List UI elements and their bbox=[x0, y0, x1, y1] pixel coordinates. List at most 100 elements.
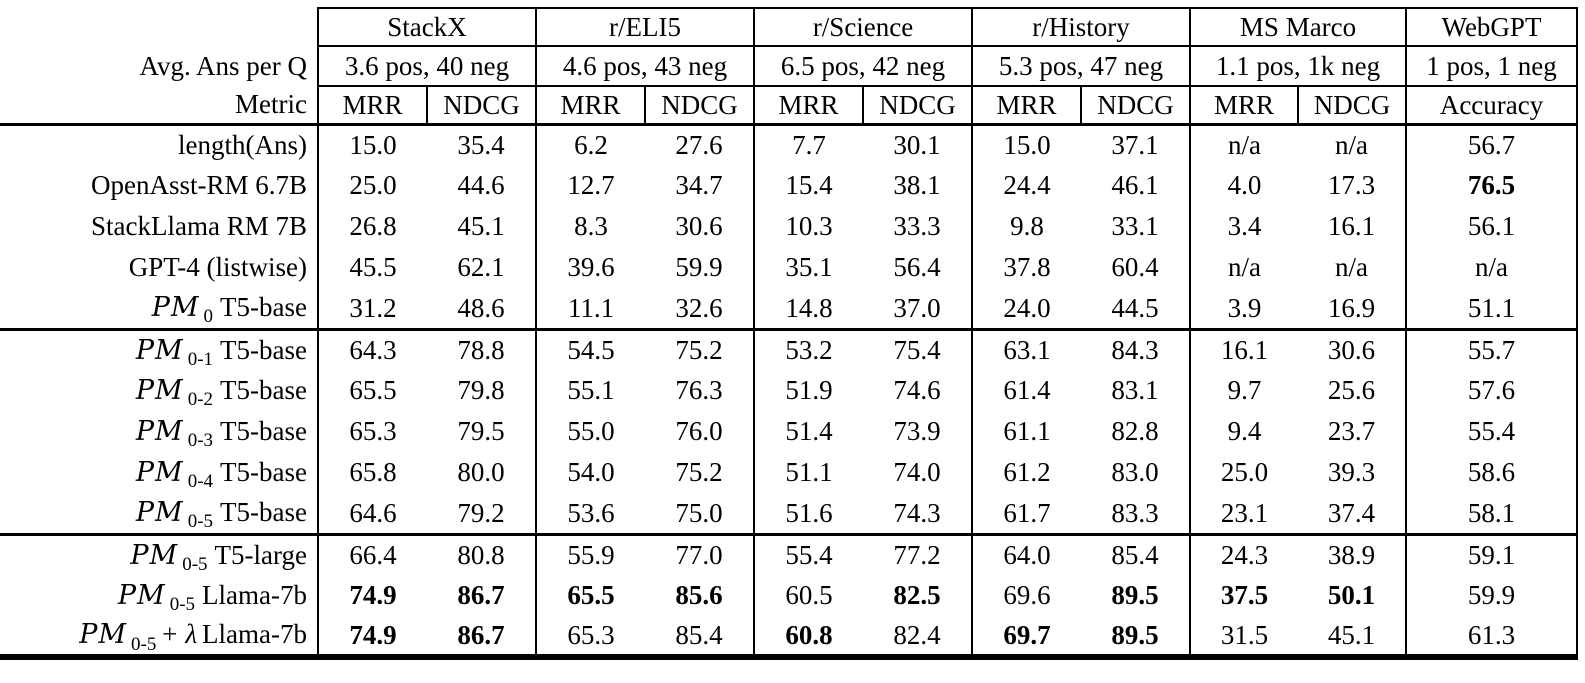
metric-cell: 59.9 bbox=[675, 252, 723, 283]
row-label: PM 0-5 + λ Llama-7b bbox=[0, 616, 318, 660]
metric-cell: 4.0 bbox=[1189, 165, 1299, 206]
metric-cell: 82.4 bbox=[863, 616, 973, 660]
avg-ans-label: Avg. Ans per Q bbox=[139, 50, 307, 81]
metric-cell: 78.8 bbox=[457, 335, 505, 366]
model-name: Llama-7b bbox=[202, 579, 307, 610]
metric-cell: 76.5 bbox=[1405, 165, 1579, 206]
metric-cell: 55.4 bbox=[1405, 411, 1579, 452]
table-row: PM 0-5 T5-base 64.6 79.2 53.6 75.0 51.6 74.3 61.7… bbox=[0, 493, 1579, 536]
metric-header-mrr: MRR bbox=[753, 86, 864, 126]
metric-cell: 74.6 bbox=[893, 375, 941, 406]
row-label: PM 0-4 T5-base bbox=[0, 452, 318, 493]
metric-header-accuracy: Accuracy bbox=[1405, 86, 1579, 126]
metric-cell: 16.1 bbox=[1327, 211, 1376, 242]
avg-eli5: 4.6 pos, 43 neg bbox=[535, 46, 755, 87]
metric-cell: 60.5 bbox=[753, 575, 864, 616]
model-name: Llama-7b bbox=[202, 619, 307, 650]
metric-cell: 89.5 bbox=[1111, 580, 1159, 611]
metric-label: Metric bbox=[0, 86, 318, 126]
table-row: StackLlama RM 7B 26.8 45.1 8.3 30.6 10.3 33.3 9… bbox=[0, 206, 1579, 247]
metric-cell: 10.3 bbox=[753, 206, 864, 247]
metric-cell: 55.0 bbox=[535, 411, 646, 452]
metric-cell: 64.3 bbox=[317, 329, 427, 370]
metric-header-row: Metric MRR NDCG MRR NDCG MRR NDCG MRR ND… bbox=[0, 86, 1579, 126]
model-subscript: 0-2 bbox=[187, 389, 214, 411]
metric-cell: 83.3 bbox=[1081, 493, 1191, 536]
row-label: GPT-4 (listwise) bbox=[0, 247, 318, 288]
avg-history: 5.3 pos, 47 neg bbox=[971, 46, 1191, 87]
model-name: T5-base bbox=[220, 334, 307, 365]
metric-cell: 60.8 bbox=[753, 616, 864, 660]
row-label: OpenAsst-RM 6.7B bbox=[0, 165, 318, 206]
metric-header-mrr: MRR bbox=[535, 86, 646, 126]
model-subscript: 0 bbox=[203, 306, 214, 328]
row-label: StackLlama RM 7B bbox=[0, 206, 318, 247]
metric-cell: 83.1 bbox=[1111, 375, 1159, 406]
metric-cell: 79.2 bbox=[427, 493, 537, 536]
metric-cell: 65.8 bbox=[317, 452, 427, 493]
metric-cell: 74.0 bbox=[893, 457, 941, 488]
metric-cell: n/a bbox=[1189, 247, 1299, 288]
metric-cell: 33.3 bbox=[893, 211, 941, 242]
metric-cell: 35.1 bbox=[753, 247, 864, 288]
metric-cell: 37.1 bbox=[1111, 130, 1159, 161]
metric-cell: 89.5 bbox=[1081, 616, 1191, 660]
metric-cell: 53.2 bbox=[753, 329, 864, 370]
metric-cell: 64.6 bbox=[317, 493, 427, 536]
col-group-stackx: StackX bbox=[316, 7, 537, 47]
metric-cell: 55.9 bbox=[535, 534, 646, 575]
table-row: PM 0 T5-base 31.2 48.6 11.1 32.6 14.8 37.0 24.0 44… bbox=[0, 288, 1579, 331]
metric-cell: 63.1 bbox=[971, 329, 1082, 370]
model-subscript: 0-1 bbox=[187, 348, 214, 370]
metric-cell: 59.9 bbox=[1405, 575, 1579, 616]
metric-cell: 75.0 bbox=[645, 493, 755, 536]
metric-cell: 33.1 bbox=[1111, 211, 1159, 242]
metric-cell: 55.7 bbox=[1405, 329, 1579, 370]
metric-cell: 79.5 bbox=[457, 416, 505, 447]
metric-cell: 69.7 bbox=[971, 616, 1082, 660]
metric-cell: 56.7 bbox=[1405, 124, 1579, 165]
metric-cell: 24.3 bbox=[1189, 534, 1299, 575]
row-label: PM 0-5 Llama-7b bbox=[0, 575, 318, 616]
metric-cell: 51.9 bbox=[753, 370, 864, 411]
col-group-webgpt: WebGPT bbox=[1405, 7, 1579, 47]
table-row: PM 0-3 T5-base 65.3 79.5 55.0 76.0 51.4 73.9 61.1… bbox=[0, 411, 1579, 452]
metric-header-mrr: MRR bbox=[971, 86, 1082, 126]
metric-cell: 51.6 bbox=[753, 493, 864, 536]
table-row: PM 0-2 T5-base 65.5 79.8 55.1 76.3 51.9 74.6 61.4… bbox=[0, 370, 1579, 411]
avg-stackx: 3.6 pos, 40 neg bbox=[316, 46, 537, 87]
metric-cell: 39.3 bbox=[1327, 457, 1376, 488]
row-label: PM 0-3 T5-base bbox=[0, 411, 318, 452]
model-name: T5-base bbox=[220, 456, 307, 487]
metric-cell: 6.2 bbox=[535, 124, 646, 165]
metric-cell: 38.9 bbox=[1327, 540, 1376, 571]
metric-cell: 9.7 bbox=[1189, 370, 1299, 411]
model-name: T5-large bbox=[214, 539, 307, 570]
metric-cell: 25.0 bbox=[317, 165, 427, 206]
avg-ans-row: Avg. Ans per Q 3.6 pos, 40 neg 4.6 pos, … bbox=[0, 46, 1579, 87]
model-name: length(Ans) bbox=[178, 130, 307, 161]
model-script-pm: PM bbox=[79, 619, 128, 651]
results-table: StackX r/ELI5 r/Science r/History MS Mar… bbox=[0, 7, 1579, 660]
model-name: StackLlama RM 7B bbox=[91, 211, 307, 242]
metric-cell: 15.0 bbox=[971, 124, 1082, 165]
row-label: length(Ans) bbox=[0, 124, 318, 165]
metric-cell: 75.4 bbox=[893, 335, 941, 366]
metric-cell: 37.5 bbox=[1189, 575, 1299, 616]
metric-cell: 37.0 bbox=[863, 288, 973, 331]
metric-cell: 11.1 bbox=[535, 288, 646, 331]
col-group-eli5: r/ELI5 bbox=[535, 7, 755, 47]
metric-cell: 60.4 bbox=[1111, 252, 1159, 283]
metric-cell: 30.6 bbox=[675, 211, 723, 242]
model-script-pm: PM bbox=[135, 415, 184, 447]
metric-cell: 76.0 bbox=[675, 416, 723, 447]
metric-cell: 61.3 bbox=[1405, 616, 1579, 660]
metric-cell: 26.8 bbox=[317, 206, 427, 247]
model-script-pm: PM bbox=[135, 374, 184, 406]
metric-cell: 61.4 bbox=[971, 370, 1082, 411]
model-subscript: 0-3 bbox=[187, 430, 214, 452]
metric-cell: 73.9 bbox=[893, 416, 941, 447]
avg-science: 6.5 pos, 42 neg bbox=[753, 46, 973, 87]
metric-cell: 80.8 bbox=[457, 540, 505, 571]
